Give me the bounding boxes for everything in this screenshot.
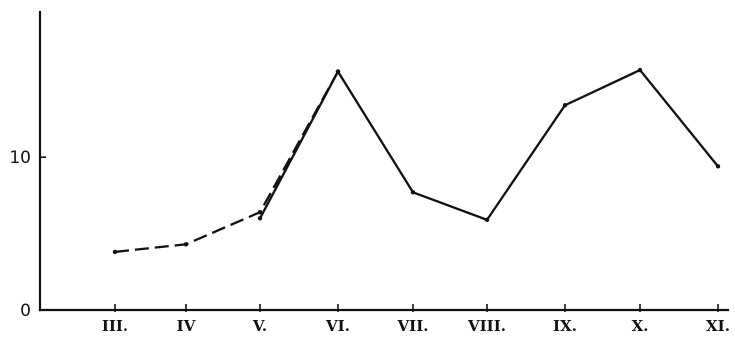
y-tick-label-0: 0 xyxy=(20,301,31,321)
x-tick-label-8: XI. xyxy=(706,317,730,335)
data-point-solid-2 xyxy=(410,190,416,195)
data-point-solid-1 xyxy=(335,69,341,74)
x-tick-label-1: IV xyxy=(177,317,196,335)
data-point-solid-3 xyxy=(484,217,490,223)
x-tick-label-5: VIII. xyxy=(467,317,506,335)
x-tick-label-3: VI. xyxy=(325,317,350,335)
data-point-solid-6 xyxy=(715,164,721,169)
data-point-dashed-1 xyxy=(183,242,189,247)
x-tick-label-7: X. xyxy=(632,317,649,335)
data-point-solid-5 xyxy=(637,67,643,73)
data-point-solid-0 xyxy=(257,216,263,221)
series-line-solid xyxy=(258,68,719,222)
data-point-solid-4 xyxy=(562,103,568,108)
data-point-dashed-2 xyxy=(257,209,263,215)
x-tick-label-0: III. xyxy=(102,317,128,335)
x-tick-label-2: V. xyxy=(252,317,267,335)
series-line-dashed xyxy=(114,71,340,254)
y-tick-label-1: 10 xyxy=(9,148,31,168)
data-point-dashed-0 xyxy=(112,249,118,255)
x-tick-label-6: IX. xyxy=(553,317,577,335)
plot-area: 0 10 III. IV V. VI. VII. VIII. IX. X. XI. xyxy=(9,10,730,335)
x-tick-label-4: VII. xyxy=(397,317,429,335)
